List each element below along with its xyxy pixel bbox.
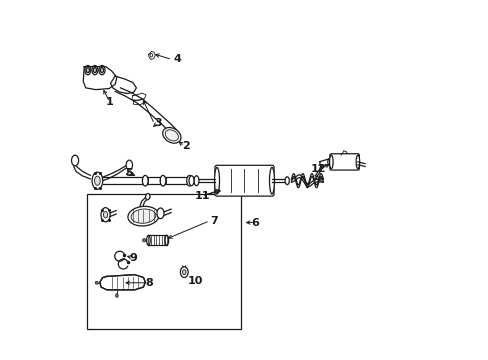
Ellipse shape [101, 208, 110, 222]
Ellipse shape [92, 66, 98, 75]
Ellipse shape [269, 167, 274, 194]
Ellipse shape [165, 235, 168, 245]
Text: 11: 11 [194, 191, 209, 201]
Ellipse shape [71, 155, 79, 166]
Ellipse shape [214, 167, 219, 194]
Polygon shape [148, 51, 155, 59]
Ellipse shape [355, 155, 359, 168]
Polygon shape [133, 99, 145, 105]
Ellipse shape [92, 172, 102, 189]
Text: 7: 7 [210, 216, 218, 226]
Ellipse shape [180, 267, 188, 278]
Polygon shape [110, 76, 136, 94]
Text: 5: 5 [125, 168, 133, 178]
Ellipse shape [150, 54, 152, 57]
Ellipse shape [103, 212, 107, 218]
Ellipse shape [145, 193, 150, 200]
Ellipse shape [142, 239, 145, 242]
Text: 9: 9 [129, 253, 137, 263]
Ellipse shape [186, 175, 192, 186]
Polygon shape [100, 275, 145, 290]
Ellipse shape [126, 160, 132, 170]
Ellipse shape [160, 175, 165, 186]
Polygon shape [83, 67, 117, 90]
Text: 4: 4 [173, 54, 181, 64]
Ellipse shape [100, 68, 103, 73]
Ellipse shape [94, 176, 100, 185]
Text: 1: 1 [106, 97, 113, 107]
Ellipse shape [285, 177, 289, 185]
Text: 6: 6 [251, 217, 259, 228]
Ellipse shape [84, 66, 91, 75]
Ellipse shape [189, 176, 194, 186]
FancyBboxPatch shape [329, 154, 359, 170]
Ellipse shape [99, 66, 105, 75]
Ellipse shape [86, 68, 89, 73]
Ellipse shape [116, 294, 118, 297]
Text: 8: 8 [144, 278, 152, 288]
Ellipse shape [157, 208, 163, 219]
Polygon shape [132, 93, 145, 100]
Ellipse shape [165, 130, 178, 141]
Ellipse shape [131, 209, 156, 223]
Ellipse shape [182, 270, 185, 275]
FancyBboxPatch shape [214, 165, 274, 196]
Text: 3: 3 [154, 118, 161, 128]
Ellipse shape [95, 282, 98, 284]
Text: 12: 12 [310, 165, 326, 174]
Text: 10: 10 [187, 276, 202, 286]
Ellipse shape [163, 127, 181, 143]
Ellipse shape [329, 155, 332, 168]
Bar [86, 194, 241, 329]
Ellipse shape [142, 175, 148, 186]
Text: 2: 2 [182, 141, 189, 151]
Polygon shape [100, 275, 145, 290]
Polygon shape [319, 159, 329, 165]
Ellipse shape [327, 159, 331, 165]
Ellipse shape [146, 235, 150, 245]
Ellipse shape [194, 176, 199, 186]
Ellipse shape [93, 68, 96, 73]
Ellipse shape [128, 206, 159, 226]
